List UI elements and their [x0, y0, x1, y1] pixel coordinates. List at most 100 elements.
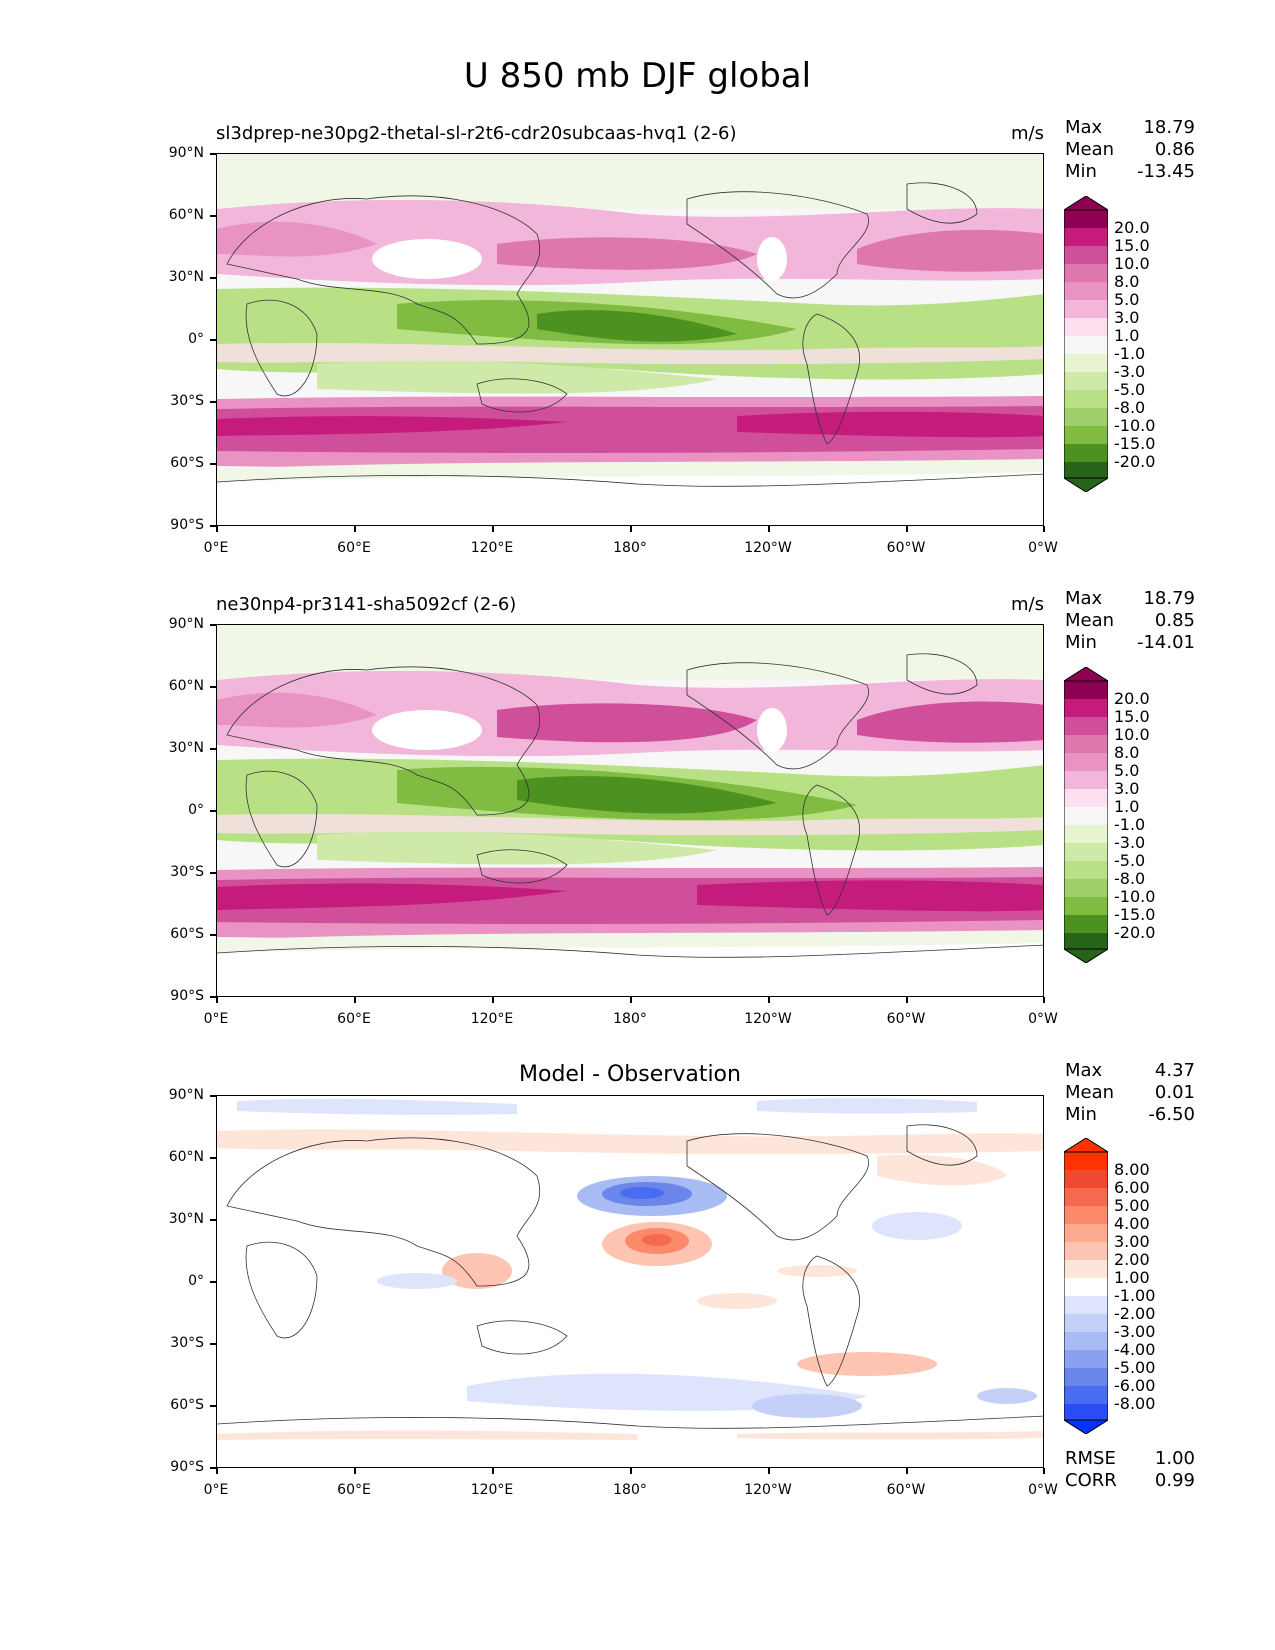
- colorbar-tick: -10.0: [1114, 887, 1156, 906]
- xtick-mark: [1043, 1468, 1045, 1474]
- colorbar-tick: -15.0: [1114, 434, 1156, 453]
- colorbar-tick: -8.0: [1114, 869, 1146, 888]
- xtick-label: 60°E: [337, 1011, 371, 1027]
- panel-model-1: sl3dprep-ne30pg2-thetal-sl-r2t6-cdr20sub…: [0, 0, 1275, 556]
- colorbar-tick: 6.00: [1114, 1178, 1150, 1197]
- max-label: Max: [1065, 588, 1103, 609]
- ytick-mark: [210, 1405, 216, 1407]
- ytick-label: 60°N: [168, 207, 204, 223]
- figure-title: U 850 mb DJF global: [463, 56, 812, 96]
- xtick-label: 120°W: [744, 1011, 792, 1027]
- colorbar-tick: -1.0: [1114, 815, 1146, 834]
- colorbar-tick: 1.0: [1114, 797, 1140, 816]
- map-field: [217, 1096, 1043, 1467]
- xtick-label: 0°E: [203, 540, 229, 556]
- map-plot: [216, 1095, 1044, 1468]
- xtick-mark: [906, 997, 908, 1003]
- ytick-label: 90°N: [168, 145, 204, 161]
- xtick-mark: [1043, 997, 1045, 1003]
- mean-value: 0.01: [1154, 1082, 1195, 1103]
- colorbar-tick: 5.0: [1114, 761, 1140, 780]
- xtick-mark: [492, 1468, 494, 1474]
- stats-block: Max 18.79 Mean 0.86 Min -13.45: [1065, 117, 1195, 183]
- ytick-label: 60°S: [170, 1397, 204, 1413]
- panel-model-2: ne30np4-pr3141-sha5092cf (2-6) m/s Max 18…: [0, 0, 1275, 1027]
- mean-label: Mean: [1065, 1082, 1115, 1103]
- min-label: Min: [1065, 161, 1097, 182]
- colorbar-tick: -2.00: [1114, 1304, 1156, 1323]
- mean-value: 0.86: [1154, 139, 1195, 160]
- xtick-label: 180°: [613, 1482, 647, 1498]
- ytick-label: 30°N: [168, 269, 204, 285]
- ytick-label: 90°N: [168, 616, 204, 632]
- min-value: -14.01: [1136, 632, 1195, 653]
- colorbar-tick: -10.0: [1114, 416, 1156, 435]
- colorbar-tick: 10.0: [1114, 254, 1150, 273]
- xtick-mark: [354, 997, 356, 1003]
- colorbar: [1064, 196, 1108, 492]
- ytick-mark: [210, 339, 216, 341]
- ytick-label: 60°S: [170, 455, 204, 471]
- xtick-mark: [630, 997, 632, 1003]
- map-plot: [216, 153, 1044, 526]
- ytick-mark: [210, 463, 216, 465]
- colorbar-tick: 1.0: [1114, 326, 1140, 345]
- xtick-mark: [768, 997, 770, 1003]
- colorbar-tick: 20.0: [1114, 218, 1150, 237]
- colorbar-tick: 3.00: [1114, 1232, 1150, 1251]
- xtick-mark: [216, 526, 218, 532]
- max-label: Max: [1065, 117, 1103, 138]
- corr-label: CORR: [1065, 1470, 1117, 1491]
- ytick-mark: [210, 748, 216, 750]
- ytick-mark: [210, 401, 216, 403]
- xtick-label: 60°W: [886, 1011, 926, 1027]
- colorbar-tick: 1.00: [1114, 1268, 1150, 1287]
- xtick-label: 120°W: [744, 1482, 792, 1498]
- ytick-label: 90°S: [170, 1459, 204, 1475]
- xtick-label: 120°W: [744, 540, 792, 556]
- xtick-mark: [630, 526, 632, 532]
- min-label: Min: [1065, 632, 1097, 653]
- map-field: [217, 154, 1043, 525]
- colorbar-tick: -1.00: [1114, 1286, 1156, 1305]
- ytick-mark: [210, 277, 216, 279]
- ytick-label: 0°: [188, 802, 204, 818]
- panel-title: ne30np4-pr3141-sha5092cf (2-6): [216, 594, 517, 615]
- metrics-block: RMSE 1.00 CORR 0.99: [1065, 1448, 1195, 1492]
- colorbar-tick: -5.00: [1114, 1358, 1156, 1377]
- ytick-mark: [210, 525, 216, 527]
- xtick-label: 0°E: [203, 1011, 229, 1027]
- colorbar-tick: 8.00: [1114, 1160, 1150, 1179]
- rmse-value: 1.00: [1154, 1448, 1195, 1469]
- ytick-mark: [210, 1095, 216, 1097]
- colorbar-tick: -15.0: [1114, 905, 1156, 924]
- colorbar-tick: -8.0: [1114, 398, 1146, 417]
- colorbar-tick: 15.0: [1114, 236, 1150, 255]
- colorbar-tick: 15.0: [1114, 707, 1150, 726]
- ytick-label: 30°S: [170, 1335, 204, 1351]
- rmse-label: RMSE: [1065, 1448, 1116, 1469]
- ytick-mark: [210, 624, 216, 626]
- units-label: m/s: [1011, 123, 1044, 144]
- xtick-label: 120°E: [470, 540, 514, 556]
- xtick-label: 120°E: [470, 1011, 514, 1027]
- colorbar: [1064, 1138, 1108, 1434]
- ytick-label: 30°N: [168, 1211, 204, 1227]
- ytick-label: 30°S: [170, 864, 204, 880]
- colorbar-tick: -5.0: [1114, 851, 1146, 870]
- xtick-label: 60°E: [337, 540, 371, 556]
- colorbar-tick: -3.0: [1114, 362, 1146, 381]
- colorbar-tick: -4.00: [1114, 1340, 1156, 1359]
- xtick-mark: [768, 526, 770, 532]
- panel-title: Model - Observation: [519, 1062, 741, 1087]
- ytick-label: 60°S: [170, 926, 204, 942]
- ytick-label: 90°S: [170, 517, 204, 533]
- ytick-label: 90°N: [168, 1087, 204, 1103]
- xtick-label: 0°W: [1028, 1011, 1058, 1027]
- corr-value: 0.99: [1154, 1470, 1195, 1491]
- panel-difference: Model - Observation Max 4.37 Mean 0.01 Min…: [0, 0, 1275, 1498]
- xtick-mark: [630, 1468, 632, 1474]
- min-value: -13.45: [1136, 161, 1195, 182]
- ytick-mark: [210, 1281, 216, 1283]
- colorbar-tick: 20.0: [1114, 689, 1150, 708]
